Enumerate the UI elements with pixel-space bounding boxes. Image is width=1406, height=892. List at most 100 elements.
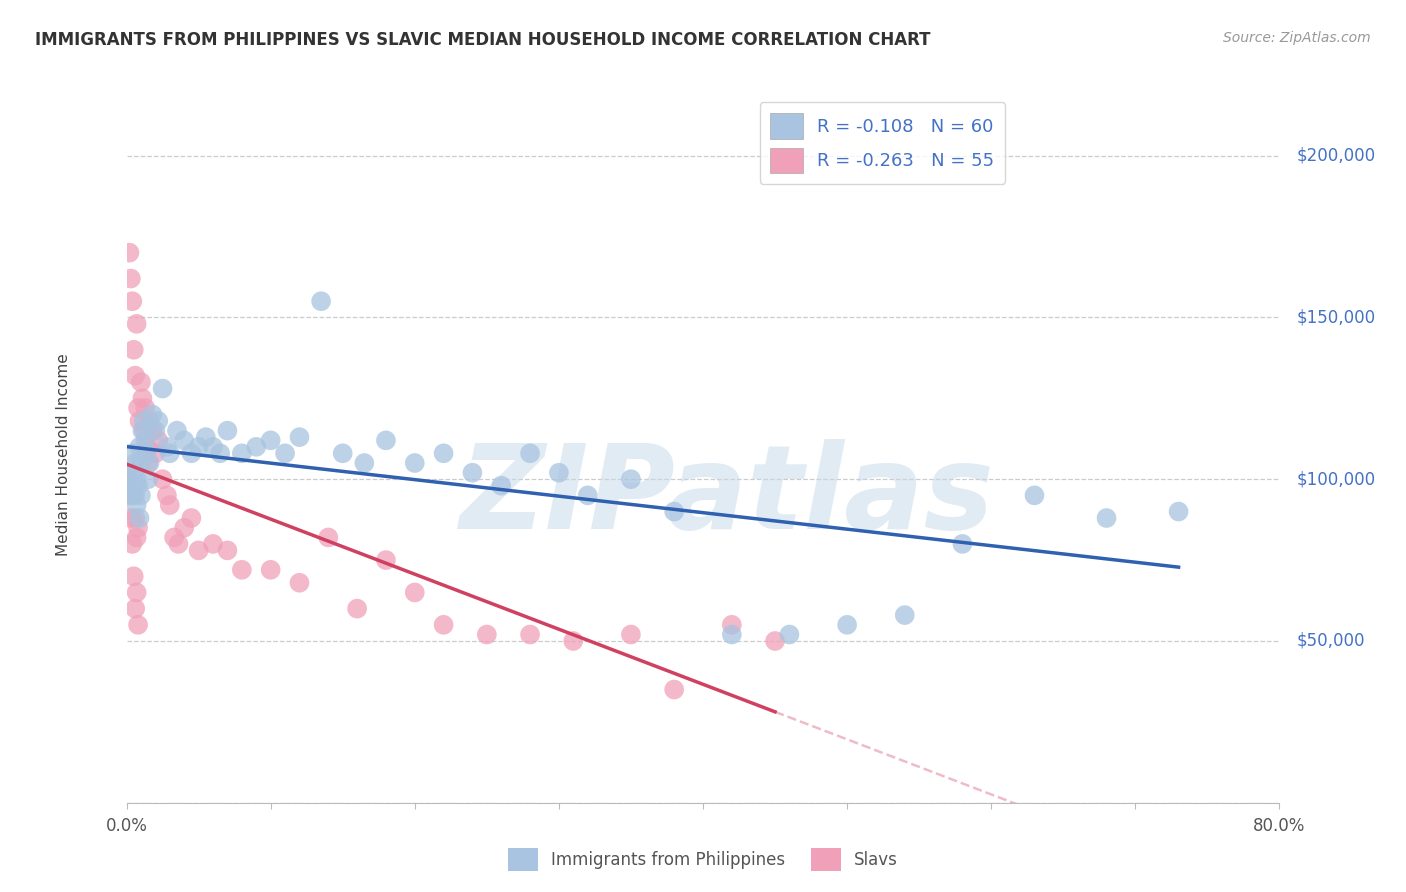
Point: [576, 488, 599, 502]
Point: [245, 440, 267, 454]
Point: [136, 472, 159, 486]
Point: [374, 434, 398, 448]
Point: [166, 424, 188, 438]
Point: [152, 472, 174, 486]
Point: [125, 531, 148, 545]
Text: $100,000: $100,000: [1296, 470, 1376, 488]
Point: [519, 446, 541, 460]
Point: [180, 511, 202, 525]
Point: [433, 617, 456, 632]
Point: [145, 424, 166, 438]
Point: [127, 617, 149, 632]
Point: [138, 414, 160, 428]
Point: [274, 446, 297, 460]
Point: [120, 488, 142, 502]
Point: [127, 521, 149, 535]
Point: [404, 456, 426, 470]
Point: [519, 627, 541, 641]
Point: [135, 440, 157, 454]
Point: [129, 456, 152, 470]
Text: IMMIGRANTS FROM PHILIPPINES VS SLAVIC MEDIAN HOUSEHOLD INCOME CORRELATION CHART: IMMIGRANTS FROM PHILIPPINES VS SLAVIC ME…: [35, 31, 931, 49]
Point: [127, 401, 149, 415]
Point: [1024, 488, 1046, 502]
Point: [136, 456, 159, 470]
Point: [159, 498, 181, 512]
Point: [374, 553, 398, 567]
Point: [132, 414, 155, 428]
Point: [159, 446, 181, 460]
Point: [124, 511, 146, 525]
Point: [141, 408, 163, 422]
Point: [128, 440, 150, 454]
Point: [125, 472, 148, 486]
Point: [127, 478, 149, 492]
Point: [620, 472, 643, 486]
Point: [288, 430, 311, 444]
Point: [124, 368, 146, 383]
Text: $50,000: $50,000: [1296, 632, 1365, 650]
Point: [121, 294, 143, 309]
Point: [131, 392, 153, 406]
Point: [720, 627, 742, 641]
Point: [124, 601, 146, 615]
Point: [433, 446, 456, 460]
Point: [548, 466, 571, 480]
Point: [489, 478, 512, 492]
Point: [118, 472, 141, 486]
Point: [720, 617, 742, 632]
Point: [124, 456, 146, 470]
Point: [145, 446, 166, 460]
Point: [118, 488, 141, 502]
Point: [135, 446, 157, 460]
Text: ZIPatlas: ZIPatlas: [458, 439, 994, 554]
Point: [664, 504, 686, 518]
Point: [194, 430, 217, 444]
Point: [217, 424, 239, 438]
Point: [173, 521, 195, 535]
Point: [118, 245, 141, 260]
Text: $150,000: $150,000: [1296, 309, 1376, 326]
Point: [129, 375, 152, 389]
Point: [125, 498, 148, 512]
Point: [134, 434, 156, 448]
Point: [332, 446, 354, 460]
Point: [1167, 504, 1189, 518]
Point: [288, 575, 311, 590]
Text: Source: ZipAtlas.com: Source: ZipAtlas.com: [1223, 31, 1371, 45]
Point: [309, 294, 332, 309]
Point: [180, 446, 202, 460]
Text: Median Household Income: Median Household Income: [56, 353, 70, 557]
Point: [125, 585, 148, 599]
Point: [120, 511, 142, 525]
Point: [138, 456, 160, 470]
Point: [664, 682, 686, 697]
Point: [122, 482, 145, 496]
Point: [259, 563, 281, 577]
Point: [763, 634, 786, 648]
Point: [163, 531, 186, 545]
Point: [148, 434, 170, 448]
Text: $200,000: $200,000: [1296, 146, 1376, 165]
Point: [404, 585, 426, 599]
Point: [461, 466, 484, 480]
Point: [128, 414, 150, 428]
Point: [122, 569, 145, 583]
Point: [152, 382, 174, 396]
Point: [167, 537, 190, 551]
Point: [121, 537, 143, 551]
Point: [950, 537, 973, 551]
Point: [346, 601, 368, 615]
Point: [562, 634, 585, 648]
Point: [125, 317, 148, 331]
Point: [1095, 511, 1118, 525]
Point: [122, 488, 145, 502]
Point: [202, 440, 225, 454]
Point: [134, 401, 156, 415]
Point: [156, 488, 179, 502]
Point: [894, 608, 917, 623]
Point: [209, 446, 232, 460]
Point: [779, 627, 801, 641]
Point: [231, 446, 253, 460]
Point: [129, 488, 152, 502]
Point: [259, 434, 281, 448]
